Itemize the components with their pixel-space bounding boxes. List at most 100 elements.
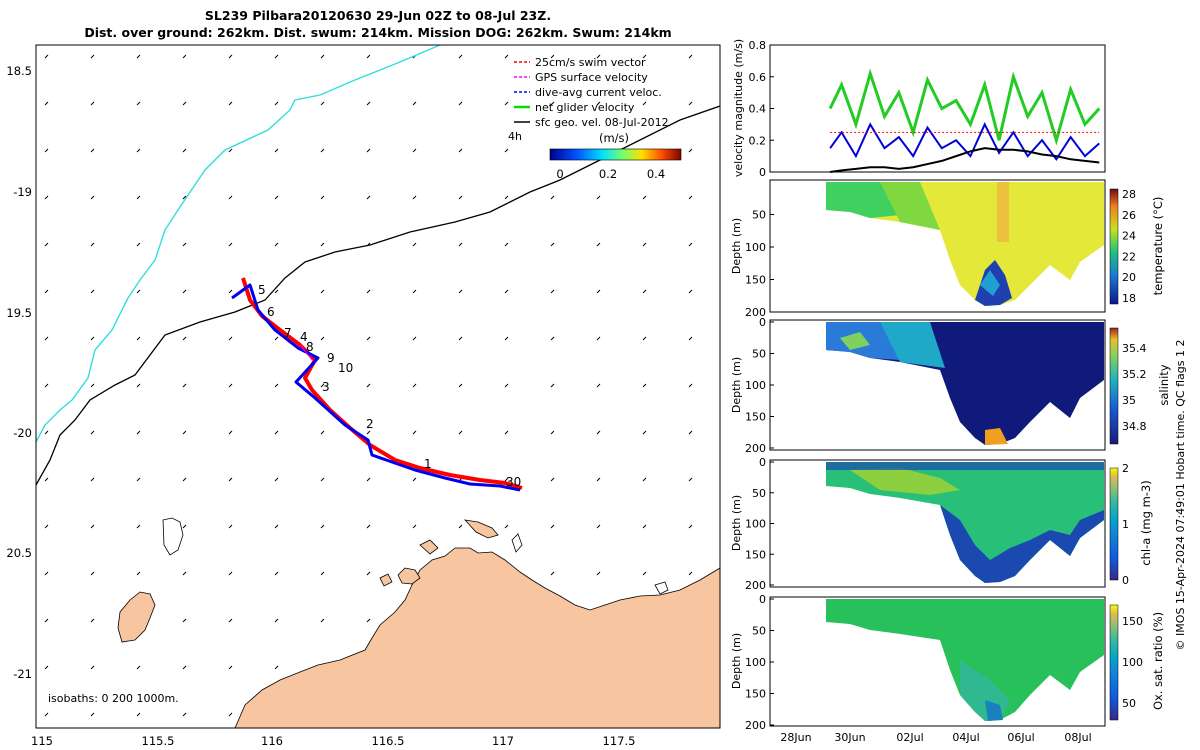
sfc-velocity-arrow xyxy=(136,477,141,482)
depth-tick-label: 150 xyxy=(745,274,766,287)
velocity-ytick-label: 0.6 xyxy=(749,71,767,84)
sfc-velocity-arrow xyxy=(90,336,95,341)
sfc-velocity-arrow xyxy=(412,336,417,341)
track-day-label: 4 xyxy=(300,330,308,344)
sfc-velocity-arrow xyxy=(688,430,693,435)
oxygen-ylabel: Depth (m) xyxy=(730,633,743,689)
sfc-velocity-arrow xyxy=(228,524,233,529)
time-x-ticks: 28Jun 30Jun 02Jul 04Jul 06Jul 08Jul xyxy=(780,731,1091,744)
sfc-velocity-arrow xyxy=(182,665,187,670)
depth-tick-label: 200 xyxy=(745,719,766,732)
sfc-velocity-arrow xyxy=(228,477,233,482)
sfc-velocity-arrow xyxy=(90,524,95,529)
legend-item: sfc geo. vel. 08-Jul-2012 xyxy=(535,116,669,129)
sfc-velocity-arrow xyxy=(458,242,463,247)
sfc-velocity-arrow xyxy=(550,383,555,388)
colorbar-tick-label: 24 xyxy=(1122,230,1136,243)
sfc-velocity-arrow xyxy=(642,289,647,294)
sfc-velocity-arrow xyxy=(320,242,325,247)
colorbar-tick: 0 xyxy=(556,167,563,181)
lon-tick: 115 xyxy=(31,734,53,748)
sfc-velocity-arrow xyxy=(228,289,233,294)
sfc-velocity-arrow xyxy=(274,148,279,153)
track-day-label: 10 xyxy=(338,361,353,375)
sfc-velocity-arrow xyxy=(688,289,693,294)
colorbar-tick-label: 26 xyxy=(1122,209,1136,222)
sfc-velocity-arrow xyxy=(320,524,325,529)
sfc-velocity-arrow xyxy=(366,336,371,341)
colorbar-tick-label: 18 xyxy=(1122,292,1136,305)
sfc-velocity-arrow xyxy=(504,430,509,435)
track-day-label: 30 xyxy=(506,475,521,489)
sfc-velocity-arrow xyxy=(44,242,49,247)
colorbar-tick: 0.2 xyxy=(599,167,617,181)
colorbar-tick-label: 35.2 xyxy=(1122,368,1147,381)
sfc-velocity-arrow xyxy=(320,101,325,106)
depth-tick-label: 100 xyxy=(745,379,766,392)
velocity-panel: 0 0.2 0.4 0.6 0.8 velocity magnitude (m/s) xyxy=(732,39,1106,179)
sfc-velocity-arrow xyxy=(320,54,325,59)
sfc-velocity-arrow xyxy=(136,101,141,106)
sfc-velocity-arrow xyxy=(366,383,371,388)
sfc-velocity-arrow xyxy=(136,242,141,247)
sfc-velocity-arrow xyxy=(274,289,279,294)
sfc-velocity-arrow xyxy=(44,195,49,200)
sfc-velocity-arrow xyxy=(504,383,509,388)
island xyxy=(463,519,499,539)
sfc-velocity-arrow xyxy=(458,101,463,106)
sfc-velocity-arrow xyxy=(412,430,417,435)
sfc-velocity-arrow xyxy=(504,242,509,247)
sfc-velocity-arrow xyxy=(596,242,601,247)
lat-tick: 18.5 xyxy=(6,64,32,78)
depth-tick-label: 50 xyxy=(752,625,766,638)
sfc-velocity-arrow xyxy=(44,571,49,576)
oxygen-section xyxy=(826,599,1104,721)
sfc-velocity-arrow xyxy=(136,148,141,153)
time-tick-label: 04Jul xyxy=(952,731,979,744)
sfc-velocity-arrow xyxy=(458,195,463,200)
map-y-axis: 18.5 -19 19.5 -20 20.5 -21 xyxy=(6,64,32,681)
sfc-velocity-arrow xyxy=(320,430,325,435)
depth-tick-label: 200 xyxy=(745,442,766,455)
sfc-velocity-arrow xyxy=(458,148,463,153)
isobaths-label: isobaths: 0 200 1000m. xyxy=(48,692,179,705)
sfc-velocity-arrow xyxy=(504,524,509,529)
track-day-label: 3 xyxy=(322,380,330,394)
lon-tick: 115.5 xyxy=(142,734,175,748)
velocity-ytick-label: 0.2 xyxy=(749,134,767,147)
sfc-velocity-arrow xyxy=(44,665,49,670)
sfc-velocity-arrow xyxy=(642,477,647,482)
sfc-velocity-arrow xyxy=(504,195,509,200)
depth-tick-label: 50 xyxy=(752,209,766,222)
sfc-velocity-arrow xyxy=(688,383,693,388)
sfc-velocity-arrow xyxy=(90,195,95,200)
sfc-velocity-arrow xyxy=(688,524,693,529)
sfc-velocity-arrow xyxy=(44,101,49,106)
sfc-velocity-arrow xyxy=(182,618,187,623)
legend-item: net glider velocity xyxy=(535,101,635,114)
sfc-velocity-arrow xyxy=(550,54,555,59)
depth-tick-label: 0 xyxy=(759,316,766,329)
sfc-velocity-arrow xyxy=(412,148,417,153)
salinity-panel: 0 50 100 150 200 Depth (m) 35.4 35.2 35 34.8 sa… xyxy=(730,316,1171,455)
sfc-velocity-arrow xyxy=(596,195,601,200)
lat-tick: 20.5 xyxy=(6,546,32,560)
sfc-velocity-arrow xyxy=(228,383,233,388)
colorbar-tick-label: 100 xyxy=(1122,656,1143,669)
sfc-velocity-arrow xyxy=(44,477,49,482)
legend-item: dive-avg current veloc. xyxy=(535,86,662,99)
depth-tick-label: 100 xyxy=(745,656,766,669)
sfc-velocity-arrow xyxy=(596,336,601,341)
sfc-velocity-arrow xyxy=(44,524,49,529)
glider-track-magenta xyxy=(299,344,313,361)
temperature-ylabel: Depth (m) xyxy=(730,218,743,274)
figure-title-line2: Dist. over ground: 262km. Dist. swum: 21… xyxy=(84,25,671,40)
lon-tick: 117 xyxy=(492,734,514,748)
sfc-velocity-arrow xyxy=(274,571,279,576)
sfc-velocity-arrow xyxy=(182,712,187,717)
sfc-velocity-arrow xyxy=(412,524,417,529)
legend-extra: 4h xyxy=(508,130,522,143)
sfc-velocity-arrow xyxy=(366,289,371,294)
sfc-velocity-arrow xyxy=(366,477,371,482)
